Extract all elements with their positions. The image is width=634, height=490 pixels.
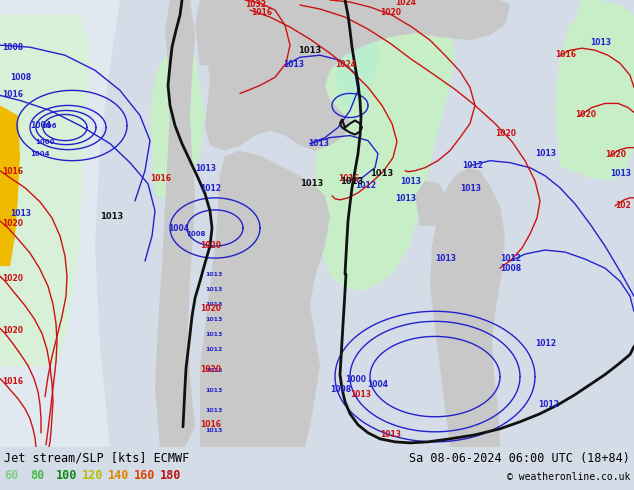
Text: 1012: 1012 (205, 347, 223, 352)
Text: 80: 80 (30, 469, 44, 482)
Text: 1008: 1008 (500, 264, 521, 273)
Text: 1008: 1008 (330, 385, 351, 393)
Text: 1013: 1013 (283, 60, 304, 69)
Polygon shape (0, 15, 90, 367)
Text: 1020: 1020 (495, 128, 516, 138)
Text: 1012: 1012 (462, 161, 483, 170)
Text: 1008: 1008 (2, 43, 23, 52)
Text: 1012: 1012 (355, 181, 376, 190)
Text: 1013: 1013 (460, 184, 481, 193)
Text: 1020: 1020 (2, 326, 23, 335)
Text: 1013: 1013 (10, 209, 31, 218)
Text: 1016: 1016 (338, 174, 359, 183)
Text: 1013: 1013 (340, 177, 363, 186)
Text: 1016: 1016 (200, 420, 221, 429)
Text: 1013: 1013 (395, 194, 416, 203)
Text: 1013: 1013 (350, 390, 371, 399)
Text: Jet stream/SLP [kts] ECMWF: Jet stream/SLP [kts] ECMWF (4, 452, 190, 465)
Text: 1013: 1013 (308, 139, 329, 147)
Text: 1013: 1013 (100, 212, 123, 221)
Text: 1013: 1013 (205, 302, 223, 307)
Text: 996: 996 (43, 122, 58, 128)
Text: 1008: 1008 (186, 231, 205, 237)
Text: 1013: 1013 (535, 148, 556, 158)
Text: 1004: 1004 (30, 150, 49, 157)
Text: 1013: 1013 (205, 332, 223, 338)
Text: 1032: 1032 (245, 0, 266, 9)
Text: 160: 160 (134, 469, 155, 482)
Text: Sa 08-06-2024 06:00 UTC (18+84): Sa 08-06-2024 06:00 UTC (18+84) (409, 452, 630, 465)
Text: 1008: 1008 (10, 74, 31, 82)
Text: 1016: 1016 (2, 167, 23, 176)
Text: 120: 120 (82, 469, 103, 482)
Text: 1013: 1013 (590, 38, 611, 47)
Text: 1012: 1012 (538, 400, 559, 409)
Text: 1013: 1013 (195, 164, 216, 172)
Text: 1016: 1016 (150, 174, 171, 183)
Polygon shape (0, 105, 20, 266)
Text: 1013: 1013 (205, 408, 223, 413)
Text: 1016: 1016 (251, 8, 272, 17)
Text: 1013: 1013 (298, 46, 321, 55)
Text: 1020: 1020 (575, 110, 596, 120)
Text: 1004: 1004 (168, 224, 189, 233)
Polygon shape (555, 5, 634, 181)
Text: 1024: 1024 (395, 0, 416, 7)
Text: 1020: 1020 (200, 241, 221, 250)
Polygon shape (200, 150, 330, 447)
Text: 1013: 1013 (610, 169, 631, 178)
Polygon shape (195, 0, 510, 150)
Text: 102: 102 (615, 201, 631, 210)
Text: 1013: 1013 (400, 177, 421, 186)
Text: 1016: 1016 (2, 91, 23, 99)
Text: 1013: 1013 (205, 388, 223, 392)
Text: 1016: 1016 (555, 50, 576, 59)
Polygon shape (0, 0, 120, 447)
Text: 1013: 1013 (300, 179, 323, 188)
Text: 180: 180 (160, 469, 181, 482)
Text: 1013: 1013 (205, 318, 223, 322)
Text: 1004: 1004 (367, 380, 388, 389)
Text: 1020: 1020 (2, 274, 23, 283)
Text: 1013: 1013 (205, 428, 223, 433)
Text: 1013: 1013 (435, 254, 456, 263)
Text: 1013: 1013 (380, 430, 401, 439)
Text: 1013: 1013 (205, 368, 223, 372)
Text: 1024: 1024 (335, 60, 356, 69)
Polygon shape (150, 45, 205, 201)
Text: 60: 60 (4, 469, 18, 482)
Polygon shape (155, 0, 195, 447)
Text: 1012: 1012 (535, 340, 556, 348)
Text: 1020: 1020 (380, 8, 401, 17)
Polygon shape (315, 10, 455, 291)
Polygon shape (335, 25, 380, 107)
Text: 1000: 1000 (345, 375, 366, 384)
Text: 1020: 1020 (200, 304, 221, 313)
Text: 1016: 1016 (2, 377, 23, 386)
Text: 1013: 1013 (370, 169, 393, 178)
Polygon shape (430, 168, 505, 447)
Text: 1013: 1013 (205, 287, 223, 292)
Text: 1020: 1020 (200, 365, 221, 373)
Polygon shape (0, 65, 40, 306)
Text: 100: 100 (56, 469, 77, 482)
Text: © weatheronline.co.uk: © weatheronline.co.uk (507, 472, 630, 482)
Text: 1020: 1020 (605, 149, 626, 159)
Text: 1020: 1020 (2, 219, 23, 228)
Text: 1004: 1004 (30, 121, 51, 129)
Polygon shape (0, 85, 28, 286)
Text: 1013: 1013 (205, 272, 223, 277)
Polygon shape (575, 0, 634, 60)
Text: 1000: 1000 (35, 139, 55, 145)
Text: 1012: 1012 (200, 184, 221, 193)
Polygon shape (0, 30, 75, 346)
Text: 1012: 1012 (500, 254, 521, 263)
Polygon shape (415, 181, 448, 226)
Text: 140: 140 (108, 469, 129, 482)
Polygon shape (0, 45, 58, 326)
